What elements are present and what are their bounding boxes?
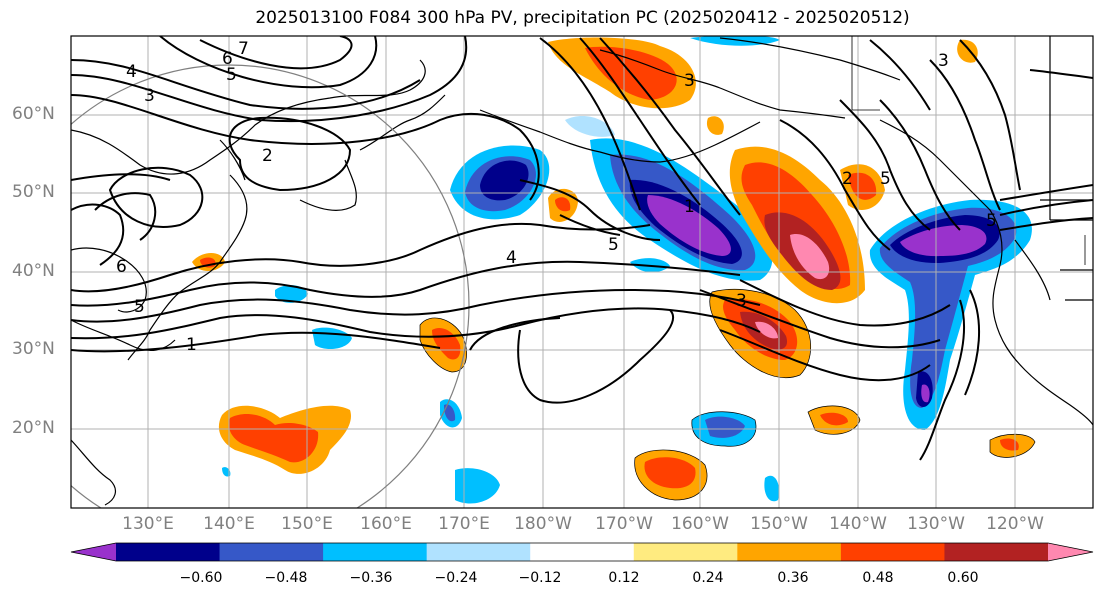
- precipitation-fill: [192, 36, 1035, 504]
- lon-label: 170°W: [595, 514, 653, 534]
- contour-label: 3: [736, 291, 747, 311]
- lon-label: 170°E: [438, 514, 490, 534]
- contour-label: 1: [186, 335, 197, 355]
- contour-label: 4: [506, 248, 517, 268]
- colorbar-swatch: [737, 543, 842, 561]
- colorbar-tick-label: −0.60: [179, 570, 223, 586]
- contour-label: 3: [684, 71, 695, 91]
- map-frame: [70, 35, 1094, 509]
- colorbar-tick-label: −0.36: [349, 570, 393, 586]
- colorbar-swatch: [530, 543, 635, 561]
- colorbar-tick-label: 0.60: [947, 570, 979, 586]
- contour-label: 6: [222, 49, 233, 69]
- colorbar-swatch: [840, 543, 945, 561]
- lon-label: 150°E: [281, 514, 333, 534]
- contour-label: 4: [126, 62, 137, 82]
- lon-label: 120°W: [986, 514, 1044, 534]
- contour-label: 5: [608, 235, 619, 255]
- range-circle: [71, 64, 470, 508]
- colorbar-tick-label: −0.24: [434, 570, 478, 586]
- contour-label: 2: [842, 169, 853, 189]
- lon-label: 180°W: [514, 514, 572, 534]
- contour-label: 3: [938, 51, 949, 71]
- contour-label: 7: [238, 39, 249, 59]
- contour-labels: 7 6 5 4 3 2 6 5 4 1 5 3 1 3 2 5 3 5: [116, 39, 997, 355]
- colorbar-swatch: [116, 543, 221, 561]
- contour-label: 5: [880, 169, 891, 189]
- pv-contours: [71, 36, 1093, 461]
- lat-label: 50°N: [12, 182, 55, 202]
- borders: [851, 36, 1086, 265]
- colorbar-tick-label: 0.12: [608, 570, 640, 586]
- lon-label: 140°W: [829, 514, 887, 534]
- contour-label: 2: [262, 146, 273, 166]
- contour-label: 1: [684, 197, 695, 217]
- colorbar-swatch: [219, 543, 324, 561]
- lon-label: 140°E: [203, 514, 255, 534]
- contour-label: 5: [226, 65, 237, 85]
- lon-label: 160°E: [360, 514, 412, 534]
- colorbar-swatch: [426, 543, 531, 561]
- colorbar-tick-label: 0.48: [862, 570, 894, 586]
- lat-label: 60°N: [12, 104, 55, 124]
- colorbar-swatch: [633, 543, 738, 561]
- lon-label: 160°W: [671, 514, 729, 534]
- map-title: 2025013100 F084 300 hPa PV, precipitatio…: [255, 8, 910, 28]
- contour-label: 3: [144, 86, 155, 106]
- contour-label: 5: [134, 297, 145, 317]
- colorbar-extension-high: [1048, 543, 1093, 561]
- colorbar-tick-label: −0.48: [264, 570, 308, 586]
- colorbar: [70, 542, 1094, 562]
- contour-label: 6: [116, 257, 127, 277]
- colorbar-extension-low: [71, 543, 116, 561]
- colorbar-swatch: [323, 543, 428, 561]
- lat-label: 20°N: [12, 418, 55, 438]
- colorbar-tick-label: 0.36: [777, 570, 809, 586]
- lon-label: 130°E: [122, 514, 174, 534]
- lon-label: 150°W: [750, 514, 808, 534]
- contour-label: 5: [986, 211, 997, 231]
- lon-label: 130°W: [907, 514, 965, 534]
- colorbar-tick-label: −0.12: [518, 570, 562, 586]
- colorbar-tick-label: 0.24: [692, 570, 724, 586]
- lat-label: 30°N: [12, 339, 55, 359]
- colorbar-outline: [70, 542, 1094, 562]
- lat-label: 40°N: [12, 261, 55, 281]
- colorbar-swatch: [944, 543, 1049, 561]
